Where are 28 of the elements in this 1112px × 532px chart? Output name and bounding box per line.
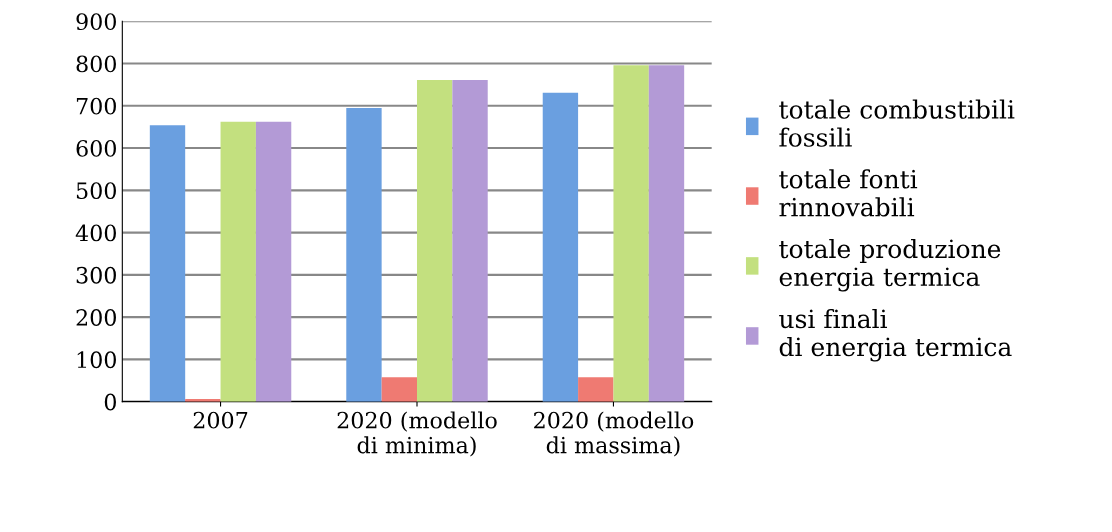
- legend-label: usi finali di energia termica: [779, 308, 1012, 362]
- bar: [220, 121, 256, 402]
- bar: [381, 377, 417, 402]
- x-tick-label: 2020 (modello di massima): [534, 411, 694, 457]
- y-tick-label: 700: [76, 97, 116, 115]
- bar: [452, 80, 488, 402]
- y-tick-label: 400: [75, 224, 116, 242]
- x-tick-label: 2007: [193, 411, 248, 429]
- bar: [255, 121, 292, 402]
- legend-label: totale combustibili fossili: [779, 99, 1015, 147]
- bar: [417, 80, 453, 402]
- bar: [149, 125, 186, 402]
- legend-label: totale fonti rinnovabili: [779, 169, 918, 217]
- bar: [648, 65, 685, 402]
- y-tick-label: 300: [76, 266, 116, 284]
- y-tick-label: 200: [76, 309, 116, 326]
- legend-label: totale produzione energia termica: [779, 238, 1001, 292]
- bar: [346, 107, 382, 402]
- y-tick-label: 900: [76, 13, 116, 31]
- bar: [578, 377, 614, 402]
- y-tick-label: 800: [76, 55, 116, 73]
- bar: [613, 65, 649, 402]
- y-tick-label: 600: [76, 140, 116, 157]
- y-tick-label: 500: [76, 182, 116, 200]
- y-tick-label: 0: [104, 393, 116, 411]
- y-tick-label: 100: [77, 351, 116, 369]
- x-tick-label: 2020 (modello di minima): [337, 411, 497, 457]
- bar: [542, 92, 579, 402]
